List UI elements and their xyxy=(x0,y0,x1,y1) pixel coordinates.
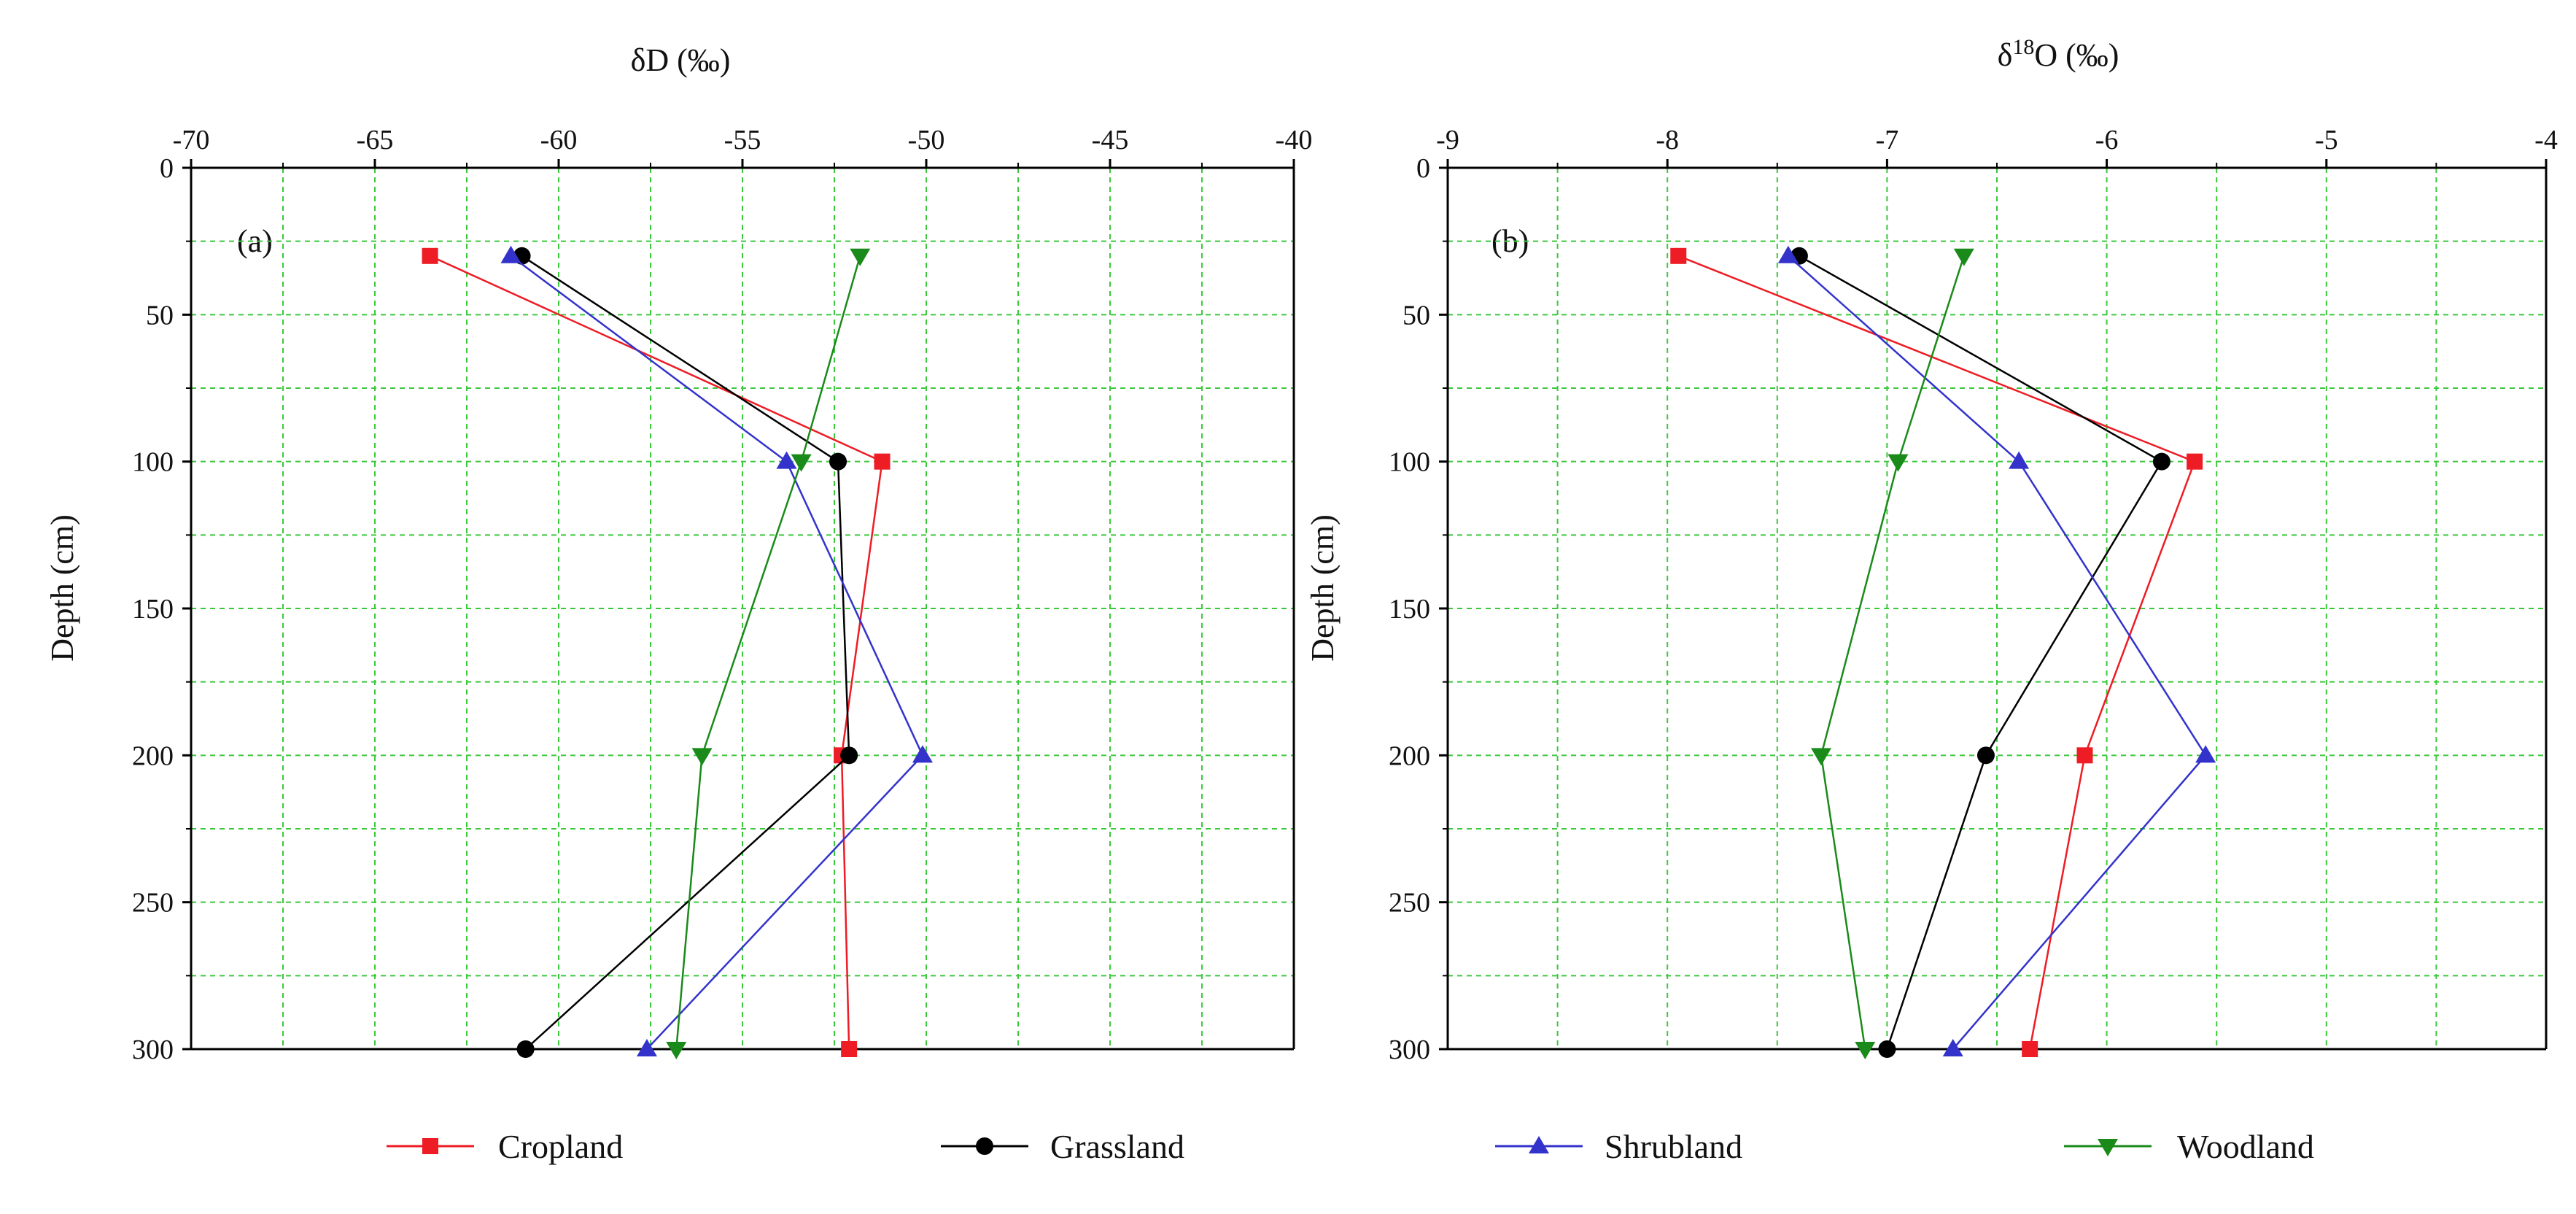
a-series-line-grassland xyxy=(521,255,850,1050)
b-y-tick-label-4: 200 xyxy=(1389,741,1430,771)
a-x-tick-label-1: -65 xyxy=(357,125,394,155)
a-point-woodland-200 xyxy=(691,748,713,766)
panel-a-y-axis-title: Depth (cm) xyxy=(44,514,80,662)
legend-shrubland-marker xyxy=(1529,1136,1549,1153)
legend-item-cropland: Cropland xyxy=(387,1128,623,1165)
a-y-tick-label-6: 300 xyxy=(132,1035,174,1065)
a-x-tick-label-2: -60 xyxy=(540,125,578,155)
b-point-cropland-200 xyxy=(2076,747,2093,764)
panel-b-oxygen-18: δ18O (‰) Depth (cm) (b) -9 -8 -7 -6 -5 -40501… xyxy=(1305,35,2558,1065)
b-point-woodland-30 xyxy=(1953,248,1974,266)
a-point-woodland-300 xyxy=(666,1042,687,1059)
b-x-tick-label-5: -4 xyxy=(2534,125,2558,155)
b-series-line-shrubland xyxy=(1788,255,2207,1050)
a-point-shrubland-300 xyxy=(636,1039,657,1056)
b-point-shrubland-30 xyxy=(1777,245,1799,263)
a-point-cropland-100 xyxy=(874,453,891,470)
b-point-woodland-200 xyxy=(1811,748,1832,766)
legend-item-shrubland: Shrubland xyxy=(1495,1128,1742,1165)
a-x-tick-label-4: -50 xyxy=(908,125,945,155)
panel-a-x-axis-title: δD (‰) xyxy=(631,42,731,78)
b-y-tick-label-3: 150 xyxy=(1389,594,1430,625)
b-point-shrubland-200 xyxy=(2195,745,2216,763)
legend-item-grassland: Grassland xyxy=(941,1128,1184,1165)
b-x-tick-label-0: -9 xyxy=(1436,125,1459,155)
legend-cropland-marker xyxy=(422,1138,438,1154)
b-point-woodland-300 xyxy=(1855,1042,1876,1059)
legend: Cropland Grassland Shrubland Woodland xyxy=(387,1128,2314,1165)
legend-item-woodland: Woodland xyxy=(2064,1128,2314,1165)
legend-woodland-marker xyxy=(2098,1139,2118,1156)
b-x-tick-label-3: -6 xyxy=(2095,125,2119,155)
a-y-tick-label-1: 50 xyxy=(146,300,174,330)
b-point-cropland-300 xyxy=(2022,1041,2038,1057)
panel-b-x-title-superscript: 18 xyxy=(2012,35,2034,59)
panel-b-y-axis-title: Depth (cm) xyxy=(1305,514,1341,662)
b-series-line-woodland xyxy=(1820,255,1966,1050)
b-series-line-cropland xyxy=(1677,255,2196,1050)
b-y-tick-label-5: 250 xyxy=(1389,888,1430,919)
a-y-tick-label-4: 200 xyxy=(132,741,174,771)
b-y-tick-label-0: 0 xyxy=(1416,153,1430,184)
b-y-tick-label-1: 50 xyxy=(1403,300,1430,330)
b-y-tick-label-6: 300 xyxy=(1389,1035,1430,1065)
a-x-tick-label-3: -55 xyxy=(724,125,761,155)
a-point-cropland-300 xyxy=(841,1041,858,1057)
a-point-cropland-30 xyxy=(422,247,438,264)
a-point-shrubland-30 xyxy=(500,245,521,263)
a-point-woodland-30 xyxy=(850,248,871,266)
b-x-tick-label-2: -7 xyxy=(1876,125,1899,155)
panel-b-x-title-base: δ xyxy=(1998,37,2013,73)
b-x-tick-label-4: -5 xyxy=(2315,125,2338,155)
panel-b-axes: -9 -8 -7 -6 -5 -4 0 50 100 150 200 250 300 xyxy=(1389,125,2558,1065)
b-y-tick-label-2: 100 xyxy=(1389,447,1430,478)
a-point-grassland-100 xyxy=(829,452,847,471)
panel-a-series xyxy=(422,245,933,1059)
a-series-line-woodland xyxy=(675,255,861,1050)
legend-woodland-label: Woodland xyxy=(2177,1128,2314,1165)
a-point-woodland-100 xyxy=(791,454,812,472)
b-point-cropland-100 xyxy=(2187,453,2203,470)
a-x-tick-label-6: -40 xyxy=(1276,125,1313,155)
b-point-grassland-100 xyxy=(2152,452,2170,471)
panel-b-x-title-rest: O (‰) xyxy=(2034,37,2119,73)
a-y-tick-label-2: 100 xyxy=(132,447,174,478)
a-y-tick-label-5: 250 xyxy=(132,888,174,919)
legend-grassland-label: Grassland xyxy=(1050,1128,1184,1165)
b-point-cropland-30 xyxy=(1670,247,1687,264)
panel-b-x-axis-title: δ18O (‰) xyxy=(1998,35,2119,73)
b-series-line-grassland xyxy=(1799,255,2163,1050)
b-point-grassland-300 xyxy=(1878,1040,1896,1058)
a-series-line-shrubland xyxy=(510,255,924,1050)
a-point-shrubland-200 xyxy=(912,745,933,763)
panel-a-grid xyxy=(191,168,1294,1049)
a-point-grassland-300 xyxy=(516,1040,535,1058)
panel-a-axes: -70 -65 -60 -55 -50 -45 -40 0 50 100 150 200 250 300 xyxy=(132,125,1312,1065)
legend-shrubland-label: Shrubland xyxy=(1605,1128,1742,1165)
legend-grassland-marker xyxy=(976,1137,993,1155)
legend-cropland-label: Cropland xyxy=(498,1128,623,1165)
panel-a-deuterium: δD (‰) Depth (cm) (a) -70 -65 -60 -55 -50 -45… xyxy=(44,42,1312,1065)
a-x-tick-label-0: -70 xyxy=(173,125,210,155)
a-y-tick-label-3: 150 xyxy=(132,594,174,625)
b-x-tick-label-1: -8 xyxy=(1656,125,1679,155)
b-point-woodland-100 xyxy=(1888,454,1909,472)
a-x-tick-label-5: -45 xyxy=(1092,125,1129,155)
a-y-tick-label-0: 0 xyxy=(160,153,174,184)
a-point-grassland-200 xyxy=(840,746,858,765)
panel-b-series xyxy=(1670,245,2216,1059)
a-point-shrubland-100 xyxy=(776,451,797,469)
a-series-line-cropland xyxy=(430,255,883,1050)
b-point-shrubland-300 xyxy=(1942,1039,1963,1056)
b-point-shrubland-100 xyxy=(2009,451,2030,469)
panel-b-grid xyxy=(1448,168,2546,1049)
b-point-grassland-200 xyxy=(1976,746,1995,765)
